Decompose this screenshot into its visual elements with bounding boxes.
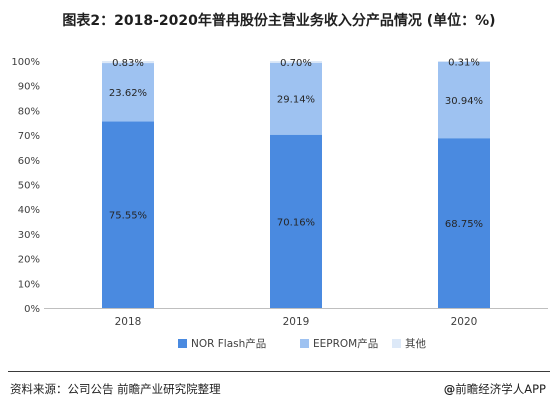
y-tick-label: 70% — [18, 131, 40, 142]
x-tick-label: 2018 — [115, 316, 142, 328]
bar-segment — [270, 134, 322, 308]
bar-segment — [438, 61, 490, 139]
data-label: 70.16% — [277, 217, 315, 228]
y-tick-label: 40% — [18, 205, 40, 216]
legend-label: EEPROM产品 — [313, 337, 378, 350]
y-tick-label: 90% — [18, 82, 40, 93]
source-note: 资料来源：公司公告 前瞻产业研究院整理 — [10, 382, 221, 396]
brand-credit: @前瞻经济学人APP — [444, 381, 546, 397]
legend-swatch — [300, 339, 309, 348]
bar-segment — [102, 121, 154, 308]
bar-segment — [270, 61, 322, 63]
data-label: 30.94% — [445, 96, 483, 107]
bar-segment — [270, 62, 322, 135]
chart-title: 图表2：2018-2020年普冉股份主营业务收入分产品情况 (单位：%) — [62, 13, 496, 29]
brand-name: 前瞻经济学人APP — [455, 382, 546, 396]
bar-segment — [102, 61, 154, 64]
x-tick-label: 2020 — [451, 316, 478, 328]
legend-label: NOR Flash产品 — [191, 337, 266, 350]
at-symbol: @ — [443, 382, 456, 396]
y-tick-label: 100% — [11, 57, 40, 68]
legend-swatch — [178, 339, 187, 348]
data-label: 29.14% — [277, 95, 315, 106]
bar-segment — [438, 138, 490, 308]
y-tick-label: 80% — [18, 106, 40, 117]
data-label: 0.31% — [448, 57, 480, 68]
y-tick-label: 30% — [18, 230, 40, 241]
legend-label: 其他 — [405, 337, 426, 350]
x-tick-label: 2019 — [283, 316, 310, 328]
data-label: 0.70% — [280, 58, 312, 69]
footer-divider — [8, 371, 550, 372]
bar-segment — [438, 61, 490, 62]
y-tick-label: 20% — [18, 255, 40, 266]
bar-segment — [102, 63, 154, 122]
data-label: 23.62% — [109, 88, 147, 99]
stacked-bar-chart: 0% 10% 20% 30% 40% 50% 60% 70% 80% 90% 100% 75.55% 2… — [11, 57, 548, 350]
data-label: 68.75% — [445, 219, 483, 230]
y-tick-label: 10% — [18, 279, 40, 290]
y-tick-label: 60% — [18, 156, 40, 167]
y-tick-label: 50% — [18, 181, 40, 192]
data-label: 0.83% — [112, 58, 144, 69]
data-label: 75.55% — [109, 211, 147, 222]
y-tick-label: 0% — [24, 304, 40, 315]
legend-swatch — [392, 339, 401, 348]
